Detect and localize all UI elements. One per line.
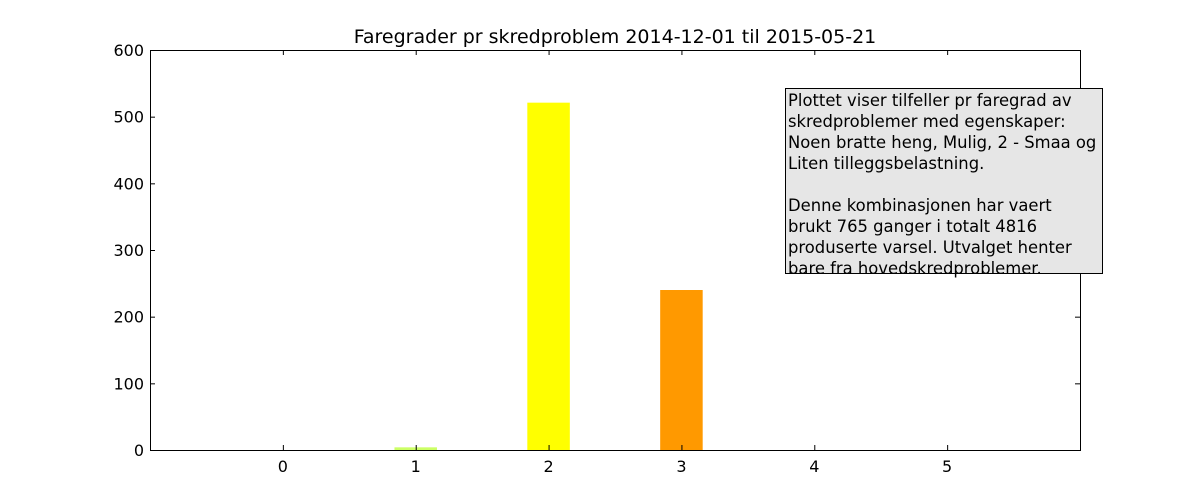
x-tick-label: 5 [942,457,952,476]
y-tick-label: 300 [113,241,144,260]
bar-3 [660,290,703,450]
chart-title: Faregrader pr skredproblem 2014-12-01 ti… [354,26,877,48]
y-tick-label: 500 [113,108,144,127]
ticks-group: 0 100 200 300 400 500 600 0 1 2 3 4 5 [113,41,1080,476]
annotation-text-2: Denne kombinasjonen har vaert brukt 765 … [788,196,1072,278]
x-tick-label: 2 [543,457,553,476]
y-tick-label: 600 [113,41,144,60]
x-tick-label: 1 [411,457,421,476]
x-tick-label: 4 [809,457,819,476]
x-tick-label: 0 [278,457,288,476]
y-tick-label: 100 [113,374,144,393]
annotation-box: Plottet viser tilfeller pr faregrad av s… [785,88,1103,278]
y-tick-label: 400 [113,174,144,193]
y-tick-label: 200 [113,308,144,327]
bar-2 [527,102,570,451]
annotation-text-1: Plottet viser tilfeller pr faregrad av s… [788,91,1097,173]
bars-group [394,102,703,451]
y-tick-label: 0 [134,441,144,460]
x-tick-label: 3 [676,457,686,476]
